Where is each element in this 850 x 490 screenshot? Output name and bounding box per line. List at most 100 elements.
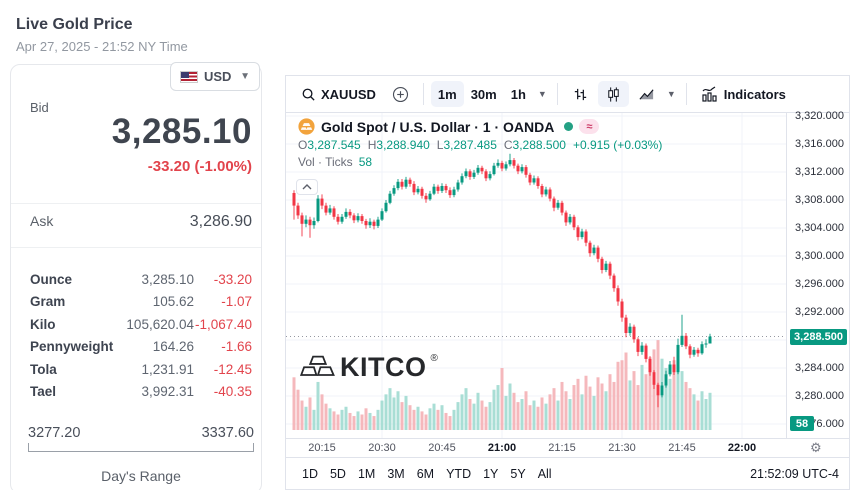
toolbar-separator [422,83,424,105]
unit-label: Gram [30,294,66,310]
indicators-icon [702,86,717,102]
chart-clock[interactable]: 21:52:09 UTC-4 [750,466,839,481]
price-tick: 3,316.000 [795,138,844,150]
unit-label: Pennyweight [30,339,114,355]
interval-button-1m[interactable]: 1m [430,81,464,107]
unit-value: 1,231.91 [141,361,194,377]
range-button-ytd[interactable]: YTD [446,466,472,481]
bar-style-button[interactable] [565,81,596,107]
chart-legend: Gold Spot / U.S. Dollar · 1 · OANDA ≈ O3… [298,118,662,169]
kitco-watermark-text: KITCO [340,352,427,382]
style-menu-chevron-icon[interactable]: ▼ [666,89,676,99]
unit-row-kilo: Kilo 105,620.04 -1,067.40 [30,313,252,336]
area-style-button[interactable] [631,81,662,107]
market-status-icon [564,122,574,131]
ohlc-o: O3,287.545 [298,138,361,152]
unit-change: -12.45 [213,361,252,377]
volume-badge: 58 [790,416,814,431]
symbol-label: XAUUSD [321,86,376,102]
interval-menu-chevron-icon[interactable]: ▼ [537,89,547,99]
symbol-search-button[interactable]: XAUUSD [294,81,383,107]
us-flag-icon [180,70,198,83]
time-tick: 21:00 [487,442,517,454]
unit-row-pennyweight: Pennyweight 164.26 -1.66 [30,336,252,359]
price-tick: 3,284.000 [795,362,844,374]
unit-row-tola: Tola 1,231.91 -12.45 [30,358,252,381]
time-axis[interactable]: 20:15 20:30 20:45 21:00 21:15 21:30 21:45 22:00 [286,438,849,457]
toolbar-separator [685,83,687,105]
price-axis[interactable]: 3,320.000 3,316.000 3,312.000 3,308.000 3,30… [786,110,849,438]
kitco-watermark: KITCO ® [300,352,438,382]
range-button-1m[interactable]: 1M [357,466,376,481]
axis-settings-gear-icon[interactable]: ⚙ [810,440,822,455]
volume-value: 58 [358,155,373,169]
day-range-values: 3277.20 3337.60 [28,425,254,441]
unit-value: 105,620.04 [126,316,194,332]
compare-add-button[interactable] [385,81,416,107]
candles-style-button[interactable] [597,81,629,107]
plus-circle-icon [392,86,408,102]
volume-label: Vol · Ticks [298,155,353,169]
unit-change: -33.20 [213,271,252,287]
price-tick: 3,280.000 [795,390,844,402]
indicators-button[interactable]: Indicators [694,81,793,107]
chart-panel: XAUUSD 1m 30m 1h ▼ ▼ Indicators [285,75,850,490]
unit-value: 3,285.10 [141,271,194,287]
day-range-low: 3277.20 [28,425,81,441]
ask-label: Ask [30,213,54,229]
interval-button-30m[interactable]: 30m [470,86,497,102]
unit-row-ounce: Ounce 3,285.10 -33.20 [30,268,252,291]
unit-value: 105.62 [152,294,194,310]
ask-row: Ask 3,286.90 [30,213,252,231]
range-button-3m[interactable]: 3M [387,466,405,481]
range-button-all[interactable]: All [537,466,552,481]
bid-price: 3,285.10 [111,112,252,151]
bars-style-icon [574,88,586,100]
ohlc-l: L3,287.485 [436,138,497,152]
currency-selector[interactable]: USD ▼ [170,62,260,91]
ohlc-h: H3,288.940 [367,138,430,152]
last-price-badge: 3,288.500 [790,328,847,345]
candles-style-icon [608,86,619,102]
chart-plot-area[interactable] [286,113,849,438]
range-button-1d[interactable]: 1D [302,466,318,481]
legend-collapse-button[interactable] [296,179,318,195]
day-range-bracket [28,443,254,452]
chevron-down-icon: ▼ [240,71,250,82]
time-tick: 20:30 [368,442,396,454]
bid-change: -33.20 (-1.00%) [147,158,252,175]
unit-change: -1,067.40 [194,316,252,332]
unit-change: -1.07 [221,294,252,310]
bid-label: Bid [30,100,49,115]
range-button-5y[interactable]: 5Y [510,466,526,481]
price-tick: 3,312.000 [795,166,844,178]
day-range-label: Day's Range [101,468,181,484]
toolbar-separator [556,83,558,105]
symbol-title[interactable]: Gold Spot / U.S. Dollar · 1 · OANDA [321,118,555,135]
unit-label: Kilo [30,316,56,332]
time-tick: 22:00 [727,442,757,454]
range-button-5d[interactable]: 5D [329,466,346,481]
divider [11,203,261,204]
kitco-goldbars-icon [300,355,335,376]
unit-value: 3,992.31 [141,384,194,400]
page-title: Live Gold Price [16,16,133,33]
range-button-6m[interactable]: 6M [416,466,435,481]
indicators-label: Indicators [723,86,786,102]
price-tick: 3,292.000 [795,306,844,318]
range-button-1y[interactable]: 1Y [483,466,499,481]
time-tick: 21:30 [608,442,636,454]
candlestick-chart[interactable] [286,113,849,438]
unit-label: Ounce [30,271,73,287]
interval-button-1h[interactable]: 1h [510,86,526,102]
range-toolbar: 1D 5D 1M 3M 6M YTD 1Y 5Y All 21:52:09 UTC-4 [286,457,849,489]
price-tick: 3,304.000 [795,222,844,234]
price-tick: 3,320.000 [795,110,844,122]
unit-change: -40.35 [213,384,252,400]
currency-label: USD [204,69,232,84]
price-tick: 3,300.000 [795,250,844,262]
time-tick: 20:45 [428,442,456,454]
quote-card [10,64,262,490]
unit-label: Tola [30,361,57,377]
